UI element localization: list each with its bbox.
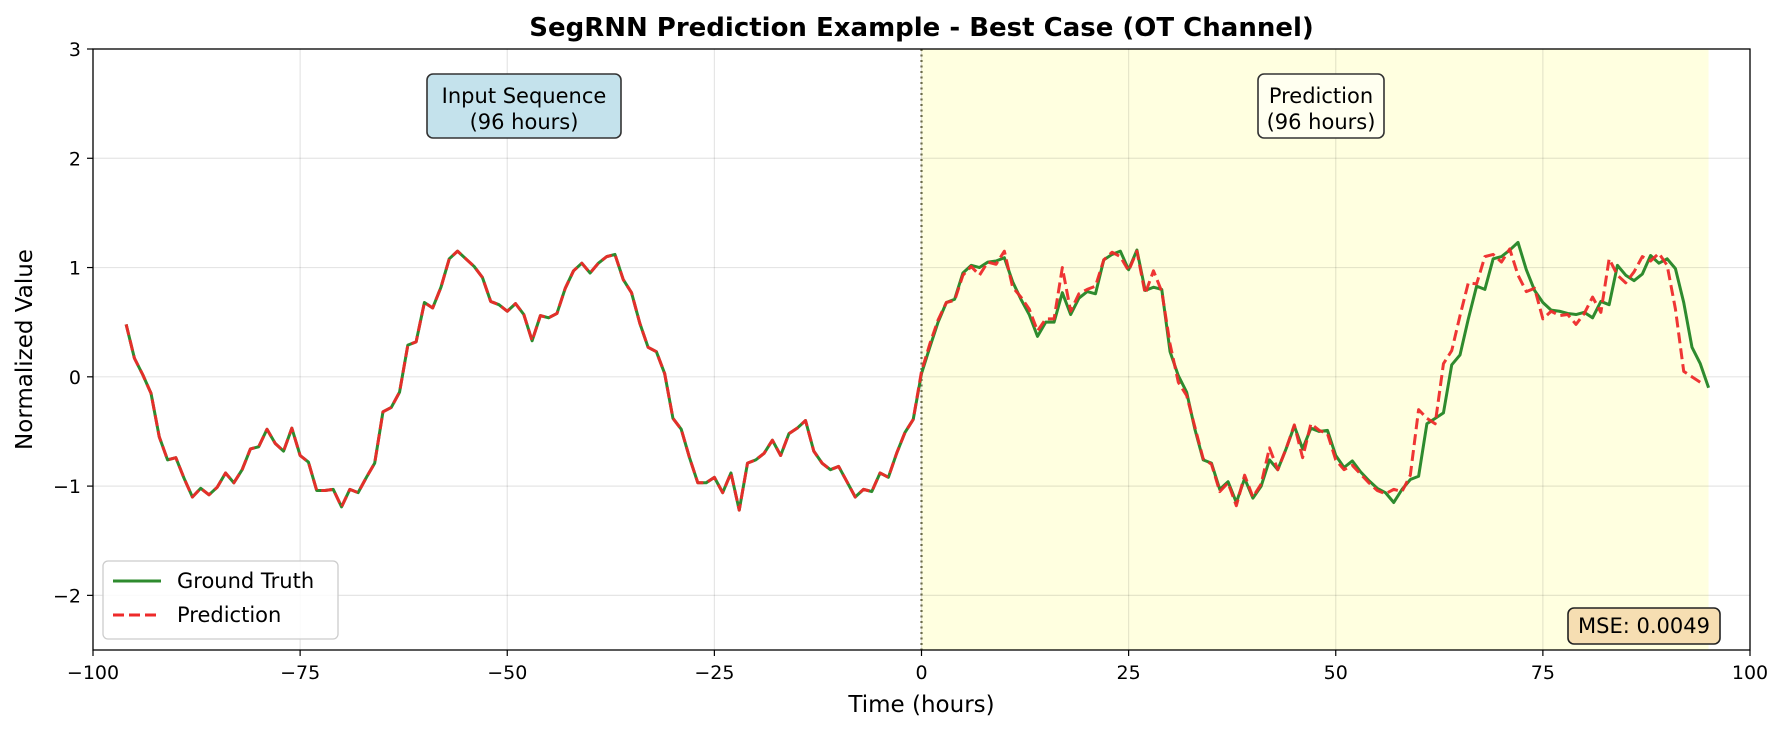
prediction-box-text: (96 hours) <box>1267 110 1376 134</box>
x-tick-label: −50 <box>487 662 527 684</box>
prediction-box-frame <box>1257 73 1385 139</box>
input-sequence-box-frame <box>426 73 622 139</box>
y-tick-label: 0 <box>69 367 81 389</box>
prediction-box-text: Prediction <box>1269 84 1373 108</box>
series-layer <box>124 49 1710 650</box>
y-tick-label: −2 <box>53 585 81 607</box>
x-tick-label: 25 <box>1117 662 1141 684</box>
y-axis-label: Normalized Value <box>12 249 38 450</box>
input-sequence-box-text: (96 hours) <box>470 110 579 134</box>
x-tick-label: 75 <box>1531 662 1555 684</box>
x-tick-label: 50 <box>1324 662 1348 684</box>
chart-title: SegRNN Prediction Example - Best Case (O… <box>529 13 1314 43</box>
prediction-region-shading <box>921 49 1709 650</box>
axis-ticks: −100 −75 −50 −25 0 25 50 75 100 −2 −1 0 1 2 3 <box>53 39 1768 684</box>
y-tick-label: −1 <box>53 476 81 498</box>
legend-frame <box>102 560 339 640</box>
legend: Ground Truth Prediction <box>102 560 339 640</box>
x-axis-label: Time (hours) <box>847 692 994 718</box>
prediction-box: Prediction(96 hours) <box>1257 73 1385 139</box>
mse-box: MSE: 0.0049 <box>1567 607 1721 645</box>
x-tick-label: 0 <box>915 662 927 684</box>
mse-box-frame <box>1567 607 1721 645</box>
legend-label-prediction: Prediction <box>177 603 281 627</box>
x-tick-label: −100 <box>67 662 119 684</box>
input-sequence-box: Input Sequence(96 hours) <box>426 73 622 139</box>
x-tick-label: −75 <box>280 662 320 684</box>
mse-box-text: MSE: 0.0049 <box>1578 614 1710 638</box>
y-tick-label: 1 <box>69 258 81 280</box>
y-tick-label: 2 <box>69 148 81 170</box>
x-tick-label: 100 <box>1732 662 1768 684</box>
plot-background-layer <box>921 49 1709 650</box>
annotations: Input Sequence(96 hours)Prediction(96 ho… <box>426 73 1721 645</box>
prediction-line <box>124 247 1702 512</box>
y-tick-label: 3 <box>69 39 81 61</box>
input-sequence-box-text: Input Sequence <box>442 84 607 108</box>
x-tick-label: −25 <box>694 662 734 684</box>
legend-label-ground-truth: Ground Truth <box>177 569 314 593</box>
